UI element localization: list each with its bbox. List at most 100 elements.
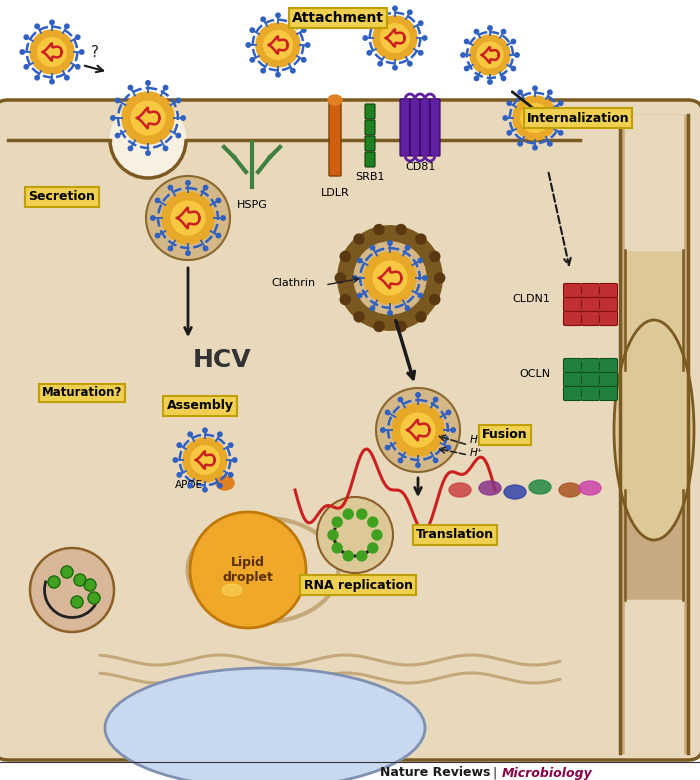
- Text: OCLN: OCLN: [519, 369, 550, 379]
- Circle shape: [340, 295, 350, 305]
- Circle shape: [367, 51, 372, 55]
- FancyBboxPatch shape: [564, 311, 582, 325]
- Circle shape: [30, 548, 114, 632]
- Circle shape: [204, 246, 208, 250]
- Text: H⁺: H⁺: [470, 435, 483, 445]
- Circle shape: [150, 216, 155, 220]
- Circle shape: [50, 80, 54, 84]
- Text: LDLR: LDLR: [321, 188, 349, 198]
- Circle shape: [76, 65, 80, 69]
- Circle shape: [64, 76, 69, 80]
- Circle shape: [171, 201, 205, 235]
- Circle shape: [358, 293, 362, 298]
- Circle shape: [368, 517, 378, 527]
- Text: Nature Reviews: Nature Reviews: [379, 767, 490, 779]
- Circle shape: [181, 115, 186, 120]
- FancyBboxPatch shape: [329, 99, 341, 176]
- Circle shape: [416, 312, 426, 322]
- FancyBboxPatch shape: [599, 297, 617, 311]
- Circle shape: [61, 566, 73, 578]
- Circle shape: [155, 233, 160, 238]
- FancyBboxPatch shape: [430, 99, 440, 156]
- Ellipse shape: [614, 320, 694, 540]
- Circle shape: [343, 509, 354, 519]
- Circle shape: [38, 37, 66, 66]
- Text: Internalization: Internalization: [526, 112, 629, 125]
- Text: H⁺: H⁺: [470, 448, 483, 458]
- FancyBboxPatch shape: [410, 99, 420, 156]
- Circle shape: [302, 58, 306, 62]
- Circle shape: [173, 458, 178, 463]
- Circle shape: [393, 6, 397, 10]
- Circle shape: [335, 273, 345, 283]
- FancyBboxPatch shape: [365, 152, 375, 167]
- FancyBboxPatch shape: [582, 297, 599, 311]
- Text: Fusion: Fusion: [482, 428, 528, 441]
- Circle shape: [354, 242, 426, 314]
- Circle shape: [24, 35, 29, 39]
- FancyBboxPatch shape: [564, 387, 582, 400]
- Circle shape: [378, 10, 382, 15]
- Circle shape: [407, 10, 412, 15]
- FancyBboxPatch shape: [564, 297, 582, 311]
- Circle shape: [203, 488, 207, 492]
- Circle shape: [376, 388, 460, 472]
- Circle shape: [559, 130, 563, 135]
- Circle shape: [163, 146, 168, 151]
- Circle shape: [71, 596, 83, 608]
- Circle shape: [183, 438, 227, 482]
- Circle shape: [232, 458, 237, 463]
- Circle shape: [446, 410, 451, 415]
- FancyBboxPatch shape: [599, 359, 617, 373]
- Circle shape: [340, 251, 350, 261]
- Circle shape: [317, 497, 393, 573]
- FancyBboxPatch shape: [582, 359, 599, 373]
- Circle shape: [261, 69, 265, 73]
- FancyBboxPatch shape: [599, 373, 617, 387]
- Circle shape: [464, 66, 469, 71]
- Circle shape: [388, 310, 392, 315]
- Circle shape: [407, 62, 412, 66]
- Ellipse shape: [449, 483, 471, 497]
- Circle shape: [290, 69, 295, 73]
- Text: CD81: CD81: [406, 162, 436, 172]
- Text: Lipid
droplet: Lipid droplet: [223, 556, 274, 584]
- FancyBboxPatch shape: [582, 387, 599, 400]
- Circle shape: [218, 484, 222, 488]
- Text: Assembly: Assembly: [167, 399, 234, 413]
- FancyBboxPatch shape: [365, 120, 375, 135]
- Circle shape: [367, 21, 372, 26]
- Circle shape: [405, 306, 409, 310]
- Bar: [620, 115, 688, 753]
- Circle shape: [423, 276, 427, 280]
- Circle shape: [24, 65, 29, 69]
- Text: RNA replication: RNA replication: [304, 579, 412, 591]
- Circle shape: [358, 258, 362, 263]
- Circle shape: [276, 13, 280, 17]
- Circle shape: [464, 39, 469, 44]
- Circle shape: [518, 90, 522, 94]
- Ellipse shape: [479, 481, 501, 495]
- Circle shape: [188, 484, 193, 488]
- Circle shape: [111, 115, 115, 120]
- Circle shape: [128, 85, 132, 90]
- Circle shape: [50, 20, 54, 24]
- Circle shape: [177, 443, 181, 448]
- Ellipse shape: [222, 584, 242, 596]
- Circle shape: [430, 251, 440, 261]
- FancyBboxPatch shape: [0, 100, 700, 760]
- Circle shape: [116, 98, 120, 103]
- Circle shape: [216, 233, 221, 238]
- Circle shape: [186, 251, 190, 255]
- Circle shape: [177, 473, 181, 477]
- Circle shape: [332, 517, 342, 527]
- Circle shape: [163, 85, 168, 90]
- Circle shape: [374, 225, 384, 235]
- Circle shape: [204, 186, 208, 190]
- Circle shape: [155, 198, 160, 203]
- Circle shape: [250, 58, 255, 62]
- Circle shape: [250, 28, 255, 32]
- Circle shape: [162, 192, 214, 244]
- Ellipse shape: [559, 483, 581, 497]
- FancyBboxPatch shape: [564, 283, 582, 297]
